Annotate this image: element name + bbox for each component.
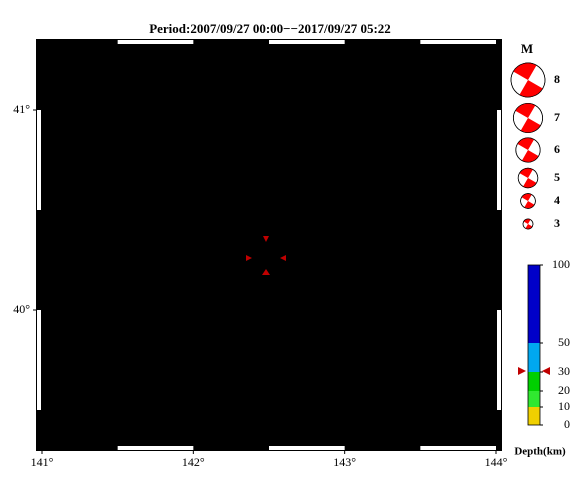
focal-mechanism: [522, 218, 534, 230]
ball-quadrant: [513, 63, 543, 97]
ball-quadrant: [523, 219, 533, 229]
legend-label: 5: [554, 170, 560, 184]
marker: [542, 367, 550, 375]
map-frame: [36, 39, 502, 451]
colorbar-segment: [528, 407, 540, 425]
focal-mechanism: [515, 137, 541, 163]
colorbar-title: Depth(km): [514, 446, 566, 458]
ball-quadrant: [519, 168, 537, 188]
legend-label: 4: [554, 193, 560, 207]
frame-band: [117, 40, 194, 44]
frame-band: [497, 310, 501, 410]
colorbar-tick-label: 20: [558, 383, 570, 397]
legend-label: 8: [554, 72, 560, 86]
colorbar-segment: [528, 343, 540, 372]
marker: [246, 255, 252, 261]
colorbar-segment: [528, 372, 540, 391]
focal-mechanism: [517, 167, 539, 189]
frame-band: [37, 110, 41, 210]
map-title: Period:2007/09/27 00:00−−2017/09/27 05:2…: [149, 21, 391, 36]
marker: [262, 269, 270, 275]
focal-mechanism: [512, 102, 544, 134]
ball-quadrant: [521, 193, 535, 209]
ball-edge: [517, 167, 539, 189]
map-area-edge: [41, 44, 497, 446]
frame-outline: [36, 39, 502, 451]
ball-edge: [520, 193, 536, 209]
ball-quadrant: [515, 103, 541, 133]
legend-label: 7: [554, 110, 560, 124]
focal-mechanism: [510, 62, 546, 98]
frame-band: [269, 446, 345, 450]
colorbar-tick-label: 50: [558, 335, 570, 349]
y-tick-label: 40°: [13, 302, 30, 316]
ball-edge: [522, 218, 534, 230]
ball-edge: [510, 62, 546, 98]
frame-band: [117, 446, 194, 450]
colorbar-tick-label: 0: [564, 417, 570, 431]
x-tick-label: 141°: [31, 455, 54, 469]
colorbar-tick-label: 100: [552, 257, 570, 271]
x-tick-label: 142°: [182, 455, 205, 469]
marker: [263, 236, 269, 242]
legend-label: 6: [554, 142, 560, 156]
legend-title: M: [521, 41, 533, 56]
x-tick-label: 144°: [485, 455, 508, 469]
marker: [280, 255, 286, 261]
frame-band: [420, 446, 496, 450]
ball-edge: [513, 103, 543, 133]
frame-band: [497, 110, 501, 210]
legend-label: 3: [554, 216, 560, 230]
frame-band: [420, 40, 496, 44]
focal-mechanism: [520, 193, 536, 209]
marker: [518, 367, 526, 375]
x-tick-label: 143°: [333, 455, 356, 469]
ball-edge: [515, 137, 541, 163]
colorbar-segment: [528, 265, 540, 343]
colorbar-tick-label: 10: [558, 399, 570, 413]
colorbar-segment: [528, 391, 540, 407]
colorbar-outline: [527, 264, 541, 426]
y-tick-label: 41°: [13, 102, 30, 116]
frame-band: [37, 310, 41, 410]
frame-band: [269, 40, 345, 44]
ball-quadrant: [517, 137, 539, 163]
annotations: [246, 236, 550, 375]
colorbar-tick-label: 30: [558, 364, 570, 378]
